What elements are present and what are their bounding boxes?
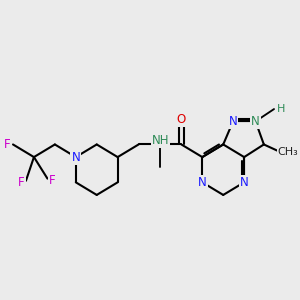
Text: F: F bbox=[4, 138, 11, 151]
Text: N: N bbox=[71, 151, 80, 164]
Text: H: H bbox=[277, 104, 285, 114]
Text: F: F bbox=[18, 176, 25, 189]
Text: CH₃: CH₃ bbox=[278, 146, 298, 157]
Text: N: N bbox=[229, 115, 237, 128]
Text: N: N bbox=[251, 115, 260, 128]
Text: O: O bbox=[177, 113, 186, 126]
Text: F: F bbox=[49, 174, 56, 187]
Text: N: N bbox=[198, 176, 207, 189]
Text: NH: NH bbox=[152, 134, 169, 147]
Text: N: N bbox=[240, 176, 248, 189]
